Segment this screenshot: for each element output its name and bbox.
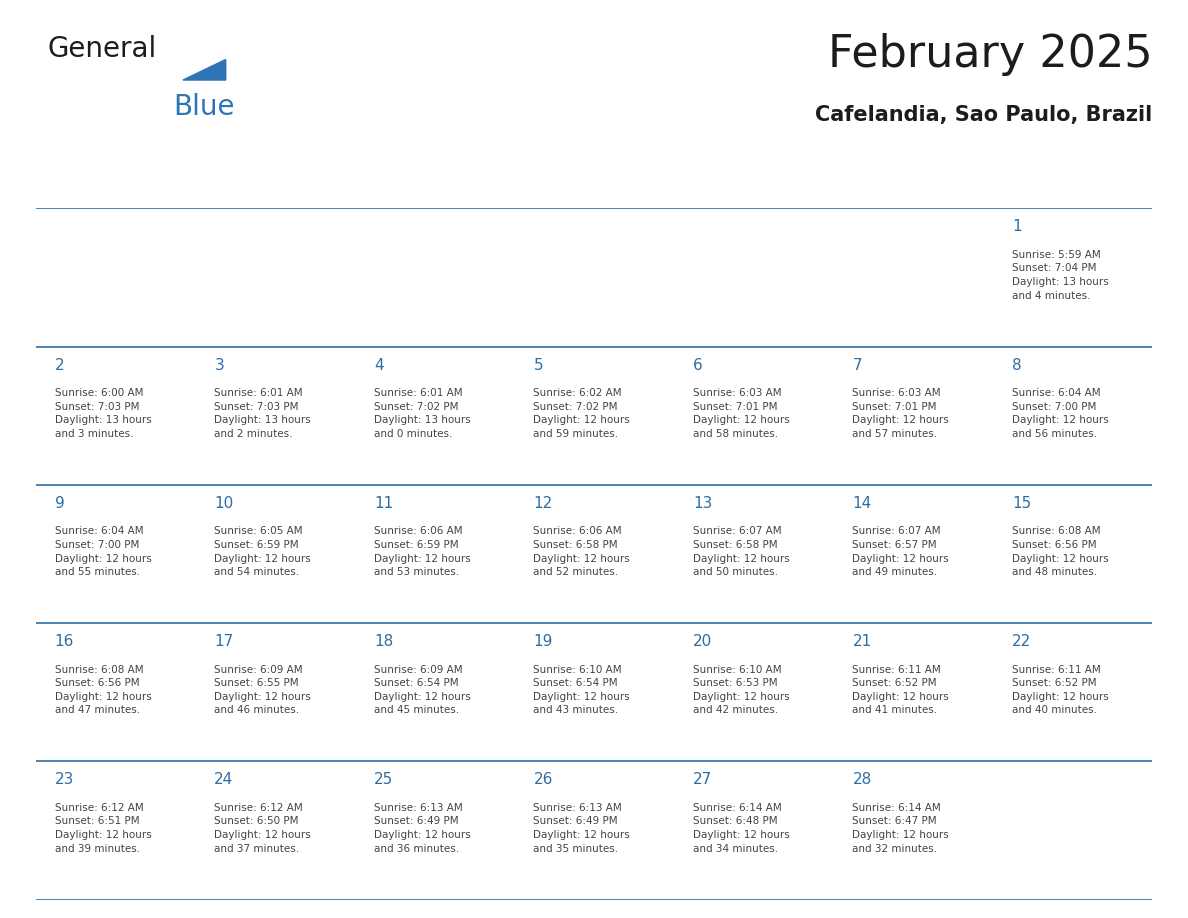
Text: Sunrise: 6:08 AM
Sunset: 6:56 PM
Daylight: 12 hours
and 48 minutes.: Sunrise: 6:08 AM Sunset: 6:56 PM Dayligh… xyxy=(1012,526,1108,577)
Text: Sunrise: 6:00 AM
Sunset: 7:03 PM
Daylight: 13 hours
and 3 minutes.: Sunrise: 6:00 AM Sunset: 7:03 PM Dayligh… xyxy=(55,388,152,439)
Text: 20: 20 xyxy=(693,634,712,649)
Text: Tuesday: Tuesday xyxy=(374,177,436,192)
Text: 18: 18 xyxy=(374,634,393,649)
Text: Thursday: Thursday xyxy=(693,177,764,192)
Text: 1: 1 xyxy=(1012,219,1022,234)
Text: Sunrise: 6:01 AM
Sunset: 7:03 PM
Daylight: 13 hours
and 2 minutes.: Sunrise: 6:01 AM Sunset: 7:03 PM Dayligh… xyxy=(214,388,311,439)
Text: Monday: Monday xyxy=(214,177,274,192)
Text: 22: 22 xyxy=(1012,634,1031,649)
Text: Sunrise: 6:12 AM
Sunset: 6:50 PM
Daylight: 12 hours
and 37 minutes.: Sunrise: 6:12 AM Sunset: 6:50 PM Dayligh… xyxy=(214,803,311,854)
Text: Sunrise: 6:11 AM
Sunset: 6:52 PM
Daylight: 12 hours
and 40 minutes.: Sunrise: 6:11 AM Sunset: 6:52 PM Dayligh… xyxy=(1012,665,1108,715)
Text: 7: 7 xyxy=(853,358,862,373)
Text: Sunrise: 6:10 AM
Sunset: 6:54 PM
Daylight: 12 hours
and 43 minutes.: Sunrise: 6:10 AM Sunset: 6:54 PM Dayligh… xyxy=(533,665,630,715)
Text: 24: 24 xyxy=(214,772,234,788)
Text: 13: 13 xyxy=(693,496,713,511)
Text: Friday: Friday xyxy=(853,177,899,192)
Text: General: General xyxy=(48,35,157,63)
Text: February 2025: February 2025 xyxy=(828,33,1152,76)
Text: Sunrise: 6:13 AM
Sunset: 6:49 PM
Daylight: 12 hours
and 35 minutes.: Sunrise: 6:13 AM Sunset: 6:49 PM Dayligh… xyxy=(533,803,630,854)
Text: 5: 5 xyxy=(533,358,543,373)
Text: 10: 10 xyxy=(214,496,234,511)
Text: 12: 12 xyxy=(533,496,552,511)
Polygon shape xyxy=(183,60,226,80)
Text: 25: 25 xyxy=(374,772,393,788)
Text: 27: 27 xyxy=(693,772,712,788)
Text: Sunrise: 6:04 AM
Sunset: 7:00 PM
Daylight: 12 hours
and 56 minutes.: Sunrise: 6:04 AM Sunset: 7:00 PM Dayligh… xyxy=(1012,388,1108,439)
Text: 14: 14 xyxy=(853,496,872,511)
Text: 6: 6 xyxy=(693,358,702,373)
Text: Sunrise: 6:07 AM
Sunset: 6:58 PM
Daylight: 12 hours
and 50 minutes.: Sunrise: 6:07 AM Sunset: 6:58 PM Dayligh… xyxy=(693,526,790,577)
Text: Sunrise: 6:11 AM
Sunset: 6:52 PM
Daylight: 12 hours
and 41 minutes.: Sunrise: 6:11 AM Sunset: 6:52 PM Dayligh… xyxy=(853,665,949,715)
Text: 8: 8 xyxy=(1012,358,1022,373)
Text: Sunrise: 6:09 AM
Sunset: 6:54 PM
Daylight: 12 hours
and 45 minutes.: Sunrise: 6:09 AM Sunset: 6:54 PM Dayligh… xyxy=(374,665,470,715)
Text: Sunrise: 6:06 AM
Sunset: 6:59 PM
Daylight: 12 hours
and 53 minutes.: Sunrise: 6:06 AM Sunset: 6:59 PM Dayligh… xyxy=(374,526,470,577)
Text: Sunrise: 6:13 AM
Sunset: 6:49 PM
Daylight: 12 hours
and 36 minutes.: Sunrise: 6:13 AM Sunset: 6:49 PM Dayligh… xyxy=(374,803,470,854)
Text: Sunrise: 6:12 AM
Sunset: 6:51 PM
Daylight: 12 hours
and 39 minutes.: Sunrise: 6:12 AM Sunset: 6:51 PM Dayligh… xyxy=(55,803,152,854)
Text: Sunrise: 6:07 AM
Sunset: 6:57 PM
Daylight: 12 hours
and 49 minutes.: Sunrise: 6:07 AM Sunset: 6:57 PM Dayligh… xyxy=(853,526,949,577)
Text: Cafelandia, Sao Paulo, Brazil: Cafelandia, Sao Paulo, Brazil xyxy=(815,105,1152,125)
Text: 3: 3 xyxy=(214,358,225,373)
Text: Sunrise: 5:59 AM
Sunset: 7:04 PM
Daylight: 13 hours
and 4 minutes.: Sunrise: 5:59 AM Sunset: 7:04 PM Dayligh… xyxy=(1012,250,1108,301)
Text: 23: 23 xyxy=(55,772,74,788)
Text: 4: 4 xyxy=(374,358,384,373)
Text: Sunrise: 6:04 AM
Sunset: 7:00 PM
Daylight: 12 hours
and 55 minutes.: Sunrise: 6:04 AM Sunset: 7:00 PM Dayligh… xyxy=(55,526,152,577)
Text: 15: 15 xyxy=(1012,496,1031,511)
Text: Sunrise: 6:10 AM
Sunset: 6:53 PM
Daylight: 12 hours
and 42 minutes.: Sunrise: 6:10 AM Sunset: 6:53 PM Dayligh… xyxy=(693,665,790,715)
Text: 2: 2 xyxy=(55,358,64,373)
Text: 17: 17 xyxy=(214,634,234,649)
Text: Saturday: Saturday xyxy=(1012,177,1081,192)
Text: 16: 16 xyxy=(55,634,74,649)
Text: Sunrise: 6:05 AM
Sunset: 6:59 PM
Daylight: 12 hours
and 54 minutes.: Sunrise: 6:05 AM Sunset: 6:59 PM Dayligh… xyxy=(214,526,311,577)
Text: Sunrise: 6:03 AM
Sunset: 7:01 PM
Daylight: 12 hours
and 57 minutes.: Sunrise: 6:03 AM Sunset: 7:01 PM Dayligh… xyxy=(853,388,949,439)
Text: 26: 26 xyxy=(533,772,552,788)
Text: 21: 21 xyxy=(853,634,872,649)
Text: Wednesday: Wednesday xyxy=(533,177,623,192)
Text: Sunrise: 6:06 AM
Sunset: 6:58 PM
Daylight: 12 hours
and 52 minutes.: Sunrise: 6:06 AM Sunset: 6:58 PM Dayligh… xyxy=(533,526,630,577)
Text: 11: 11 xyxy=(374,496,393,511)
Text: Sunrise: 6:09 AM
Sunset: 6:55 PM
Daylight: 12 hours
and 46 minutes.: Sunrise: 6:09 AM Sunset: 6:55 PM Dayligh… xyxy=(214,665,311,715)
Text: Sunrise: 6:02 AM
Sunset: 7:02 PM
Daylight: 12 hours
and 59 minutes.: Sunrise: 6:02 AM Sunset: 7:02 PM Dayligh… xyxy=(533,388,630,439)
Text: Sunrise: 6:03 AM
Sunset: 7:01 PM
Daylight: 12 hours
and 58 minutes.: Sunrise: 6:03 AM Sunset: 7:01 PM Dayligh… xyxy=(693,388,790,439)
Text: Sunrise: 6:08 AM
Sunset: 6:56 PM
Daylight: 12 hours
and 47 minutes.: Sunrise: 6:08 AM Sunset: 6:56 PM Dayligh… xyxy=(55,665,152,715)
Text: 19: 19 xyxy=(533,634,552,649)
Text: Sunrise: 6:01 AM
Sunset: 7:02 PM
Daylight: 13 hours
and 0 minutes.: Sunrise: 6:01 AM Sunset: 7:02 PM Dayligh… xyxy=(374,388,470,439)
Text: 28: 28 xyxy=(853,772,872,788)
Text: 9: 9 xyxy=(55,496,64,511)
Text: Blue: Blue xyxy=(173,93,235,121)
Text: Sunday: Sunday xyxy=(55,177,112,192)
Text: Sunrise: 6:14 AM
Sunset: 6:48 PM
Daylight: 12 hours
and 34 minutes.: Sunrise: 6:14 AM Sunset: 6:48 PM Dayligh… xyxy=(693,803,790,854)
Text: Sunrise: 6:14 AM
Sunset: 6:47 PM
Daylight: 12 hours
and 32 minutes.: Sunrise: 6:14 AM Sunset: 6:47 PM Dayligh… xyxy=(853,803,949,854)
